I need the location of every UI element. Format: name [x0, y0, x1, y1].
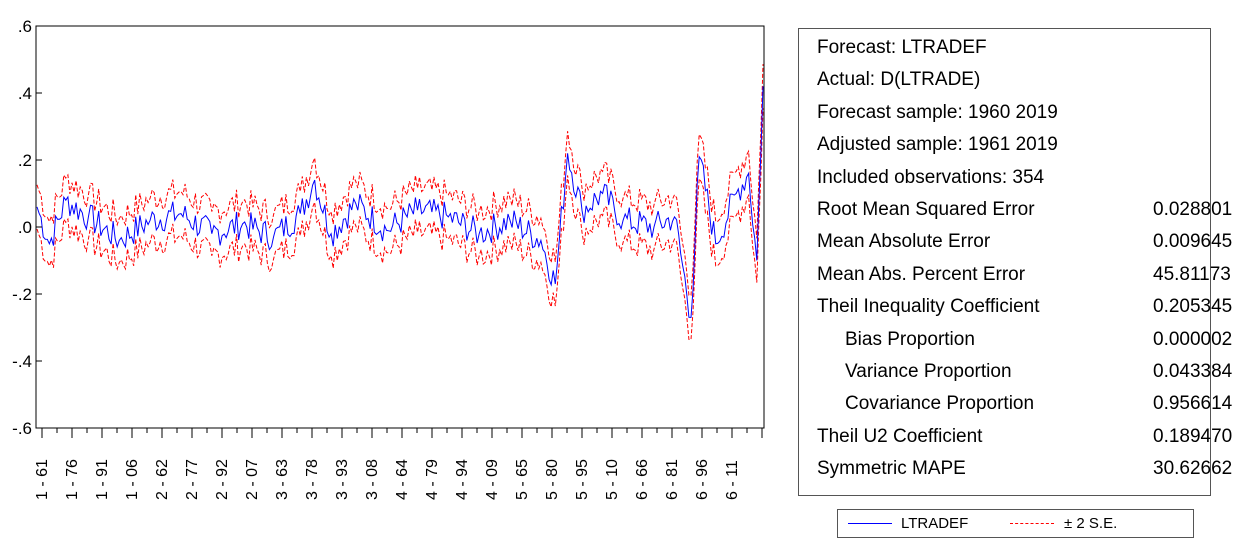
stat-label: Theil Inequality Coefficient: [817, 296, 1040, 318]
x-tick-label: 5 - 95: [574, 459, 591, 500]
stat-value: 0.028801: [1153, 199, 1233, 220]
forecast-statistics-panel: Forecast: LTRADEF Actual: D(LTRADE) Foreca…: [798, 28, 1232, 496]
stat-label: Theil U2 Coefficient: [817, 425, 983, 447]
y-tick-label: -.2: [12, 285, 32, 304]
ltradef-line: [36, 86, 764, 319]
stat-value: 0.009645: [1153, 231, 1233, 253]
stat-row: Symmetric MAPE 30.62662: [817, 454, 1232, 484]
stat-label: Forecast: LTRADEF: [817, 37, 987, 58]
stat-row: Theil Inequality Coefficient 0.205345: [817, 292, 1232, 322]
y-tick-label: -.4: [12, 352, 32, 371]
y-tick-label: .0: [18, 218, 32, 237]
x-tick-label: 3 - 08: [364, 459, 381, 500]
legend-forecast-label: LTRADEF: [901, 515, 969, 532]
stat-label: Actual: D(LTRADE): [817, 69, 981, 91]
stat-label: Variance Proportion: [845, 361, 1012, 382]
stat-value: 45.81173: [1153, 263, 1231, 285]
stat-row: Forecast: LTRADEF: [817, 33, 1210, 63]
stat-value: 0.205345: [1153, 296, 1233, 318]
stat-row: Bias Proportion 0.000002: [817, 325, 1232, 355]
y-tick-label: .4: [18, 84, 32, 103]
se-upper-line: [36, 64, 764, 296]
stat-value: 0.189470: [1153, 425, 1233, 447]
stat-label: Mean Absolute Error: [817, 231, 991, 253]
stat-row: Mean Abs. Percent Error 45.81173: [817, 260, 1231, 290]
legend-se-swatch: [1010, 523, 1054, 524]
x-tick-label: 2 - 07: [244, 459, 261, 500]
stat-label: Symmetric MAPE: [817, 458, 966, 480]
stat-row: Adjusted sample: 1961 2019: [817, 130, 1210, 160]
stat-row: Included observations: 354: [817, 163, 1210, 193]
se-bands: [36, 64, 764, 341]
x-tick-label: 1 - 91: [94, 459, 111, 500]
stat-row: Theil U2 Coefficient 0.189470: [817, 422, 1232, 452]
x-axis: 1 - 61 1 - 76 1 - 91 1 - 06 2 - 62 2 - 77 2 - …: [34, 428, 763, 500]
stat-label: Bias Proportion: [845, 328, 975, 350]
se-lower-line: [36, 108, 764, 341]
stat-value: 0.956614: [1153, 393, 1233, 415]
y-tick-label: .2: [18, 151, 32, 170]
stat-label: Included observations: 354: [817, 166, 1045, 188]
x-tick-label: 4 - 79: [424, 459, 441, 500]
x-tick-label: 3 - 63: [274, 459, 291, 500]
x-tick-label: 3 - 78: [304, 459, 321, 500]
legend-se-label: ± 2 S.E.: [1064, 515, 1118, 532]
stat-row: Mean Absolute Error 0.009645: [817, 227, 1232, 257]
y-tick-label: .6: [18, 17, 32, 36]
x-tick-label: 2 - 62: [154, 459, 171, 500]
x-tick-label: 4 - 09: [484, 459, 501, 500]
stat-value: 0.043384: [1153, 361, 1233, 382]
x-tick-label: 3 - 93: [334, 459, 351, 500]
x-tick-label: 4 - 64: [394, 459, 411, 500]
forecast-series: [36, 86, 764, 319]
stat-label: Covariance Proportion: [845, 393, 1035, 415]
stat-label: Adjusted sample: 1961 2019: [817, 134, 1058, 156]
legend-forecast-swatch: [848, 523, 892, 524]
x-tick-label: 6 - 81: [664, 459, 681, 500]
x-tick-label: 4 - 94: [454, 459, 471, 500]
y-tick-label: -.6: [12, 419, 32, 438]
stat-value: 0.000002: [1153, 328, 1233, 350]
stat-label: Mean Abs. Percent Error: [817, 263, 1026, 285]
stat-row: Variance Proportion 0.043384: [817, 357, 1232, 387]
x-tick-label: 2 - 92: [214, 459, 231, 500]
x-tick-label: 5 - 80: [544, 459, 561, 500]
forecast-chart: -.6-.4-.2.0.2.4.6 1 - 61 1 - 76 1 - 91 1 - …: [12, 17, 765, 500]
x-tick-label: 5 - 65: [514, 459, 531, 500]
x-tick-label: 1 - 06: [124, 459, 141, 500]
stat-row: Forecast sample: 1960 2019: [817, 98, 1210, 128]
stat-label: Forecast sample: 1960 2019: [817, 101, 1058, 123]
x-tick-label: 5 - 10: [604, 459, 621, 500]
stat-row: Root Mean Squared Error 0.028801: [817, 195, 1232, 225]
stat-value: 30.62662: [1153, 458, 1233, 480]
y-axis: -.6 -.4 -.2 .0 .2 .4 .6: [12, 17, 42, 438]
stat-row: Actual: D(LTRADE): [817, 65, 1210, 95]
x-tick-label: 1 - 76: [64, 459, 81, 500]
x-tick-label: 6 - 11: [724, 460, 741, 500]
stat-row: Covariance Proportion 0.956614: [817, 389, 1232, 419]
x-tick-label: 2 - 77: [184, 459, 201, 500]
legend: LTRADEF ± 2 S.E.: [837, 509, 1194, 538]
x-tick-label: 6 - 66: [634, 459, 651, 500]
x-tick-label: 6 - 96: [694, 459, 711, 500]
x-tick-label: 1 - 61: [34, 459, 51, 500]
stat-label: Root Mean Squared Error: [817, 199, 1035, 220]
